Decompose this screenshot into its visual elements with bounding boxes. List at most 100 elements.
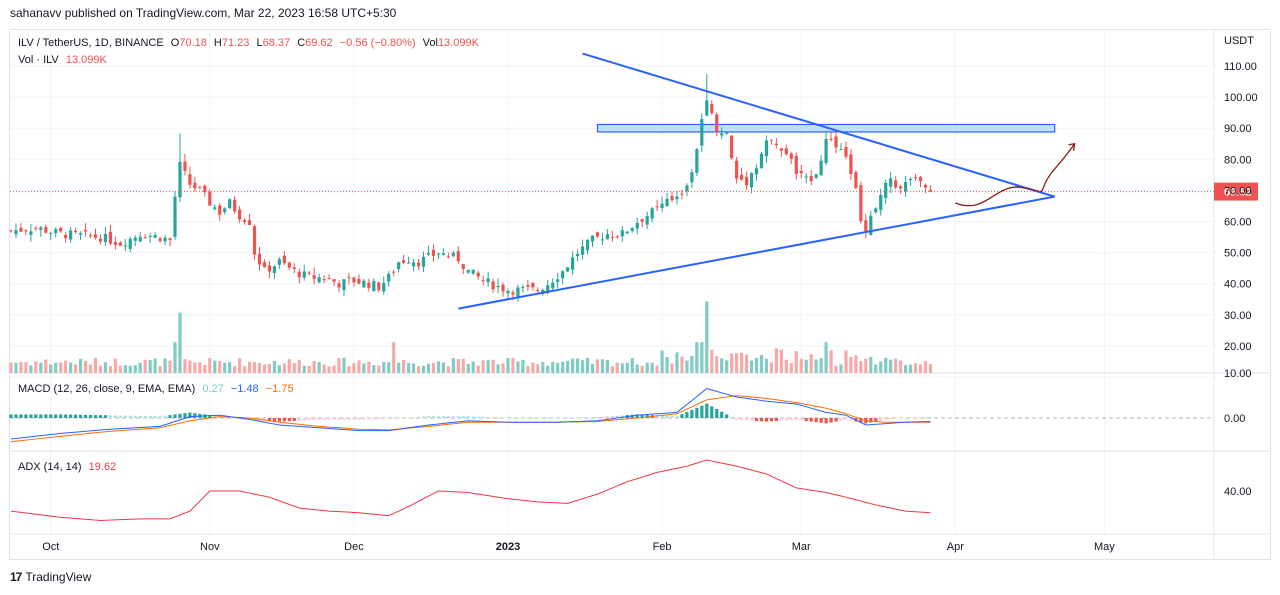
tradingview-logo-icon: 17 [10,570,22,584]
volume-bar [118,365,122,373]
volume-bar [491,359,495,373]
volume-bar [377,365,381,373]
candle [143,237,147,239]
candle [287,262,291,268]
candle [695,149,699,173]
macd-histogram-bar [39,414,43,418]
candle [277,259,281,265]
candle [894,180,898,188]
low-label: L68.37 [256,37,291,49]
candle [337,283,341,288]
volume-bar [546,365,550,373]
candle [471,269,475,274]
macd-histogram-bar [123,415,127,418]
volume-bar [874,364,878,373]
volume-bar [441,362,445,373]
macd-histogram-bar [491,417,495,418]
volume-bar [794,351,798,373]
adx-indicator-label[interactable]: ADX (14, 14) [18,461,82,473]
candle [928,189,933,192]
candle [317,277,321,283]
macd-histogram-bar [735,418,739,420]
candle [446,256,450,258]
candle [262,262,267,268]
volume-bar [675,352,679,373]
macd-histogram-bar [730,417,734,418]
macd-histogram-bar [590,417,595,418]
macd-histogram-bar [133,415,137,418]
volume-bar [754,357,759,373]
candle [297,271,301,278]
macd-histogram-bar [725,414,729,418]
candle [715,114,719,132]
candle [29,231,33,235]
macd-histogram-bar [680,414,684,418]
macd-histogram-bar [481,416,485,418]
symbol-label[interactable]: ILV / TetherUS, 1D, BINANCE [18,37,164,49]
candle [759,153,764,169]
tradingview-logo[interactable]: 17 TradingView [10,570,91,584]
candle [804,176,808,178]
macd-histogram-bar [829,418,833,423]
macd-histogram-bar [416,416,421,418]
macd-histogram-bar [635,414,639,418]
candle [118,242,122,246]
volume-indicator-label[interactable]: Vol · ILV [18,54,59,66]
volume-bars [9,301,933,373]
macd-histogram-bar [859,418,863,423]
macd-histogram-bar [337,418,341,420]
macd-histogram-bar [272,418,277,422]
macd-histogram-bar [476,416,480,418]
candle [546,285,550,293]
macd-histogram-bar [536,418,540,419]
volume-bar [605,359,609,373]
volume-bar [367,361,371,373]
candle [138,237,142,242]
high-label: H71.23 [213,37,250,49]
macd-histogram-bar [372,418,376,420]
macd-histogram-bar [710,406,714,418]
macd-histogram-bar [74,414,78,418]
macd-histogram-bar [695,407,699,418]
candle [590,235,595,242]
macd-histogram-bar [849,418,853,421]
macd-histogram-bar [163,415,167,418]
macd-tick: 0.00 [1224,413,1245,425]
macd-histogram-bar [660,415,664,418]
candle [491,281,495,290]
candle [854,172,858,189]
volume-bar [173,342,177,373]
candle [571,257,575,270]
volume-bar [739,352,744,373]
volume-bar [735,353,739,373]
volume-bar [720,358,724,373]
candle [59,227,63,232]
candle [501,284,505,292]
volume-bar [561,361,565,373]
candle [431,249,436,256]
volume-bar [600,359,605,373]
macd-histogram-bar [506,418,510,419]
macd-histogram-bar [178,413,182,418]
candle [397,262,401,270]
candle [272,266,277,273]
candle [128,238,132,249]
volume-bar [556,362,560,373]
macd-indicator-label[interactable]: MACD (12, 26, close, 9, EMA, EMA) [18,383,196,395]
macd-histogram-bar [794,418,798,420]
macd-histogram-bar [153,416,157,418]
volume-bar [317,362,321,373]
macd-histogram-bar [387,418,391,419]
volume-bar [571,358,575,373]
volume-bar [69,362,73,373]
macd-histogram-bar [541,418,545,419]
candle [620,230,624,237]
macd-histogram-bar [575,417,580,419]
volume-bar [635,364,639,373]
candle [918,177,923,182]
volume-bar [516,361,520,373]
macd-histogram-bar [148,416,152,418]
macd-histogram-bar [566,417,570,419]
macd-histogram-bar [352,418,356,420]
